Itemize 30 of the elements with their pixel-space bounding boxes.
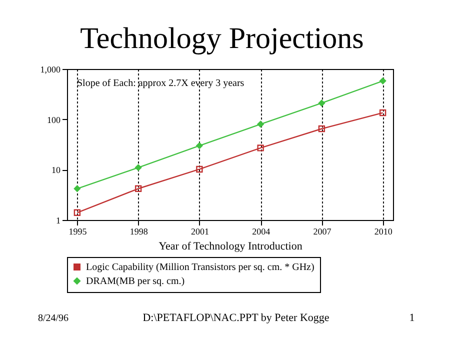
text: 1: [409, 312, 415, 324]
y-tick-label: 100: [47, 114, 61, 125]
legend-label: Logic Capability (Million Transistors per sq. cm. * GHz): [86, 262, 314, 273]
x-tick-label: 2004: [252, 226, 271, 236]
point: [74, 209, 81, 216]
point: [196, 166, 203, 173]
text: D:\PETAFLOP\NAC.PPT by Peter Kogge: [142, 312, 330, 324]
x-axis-title: Year of Technology Introduction: [158, 240, 303, 252]
annotation: Slope of Each: approx 2.7X every 3 years: [77, 78, 244, 89]
x-tick-label: 2007: [313, 226, 332, 236]
y-tick-label: 10: [52, 165, 61, 176]
point: [257, 144, 264, 152]
point: [134, 185, 142, 192]
point: [257, 120, 264, 128]
y-tick-label: 1,000: [40, 64, 61, 74]
point: [379, 109, 386, 116]
x-tick-label: 1995: [68, 226, 88, 236]
x-tick-label: 2010: [374, 226, 393, 236]
x-tick-label: 1998: [130, 226, 148, 236]
x-tick-label: 2001: [190, 226, 209, 236]
point: [318, 125, 326, 132]
y-tick-label: 1: [56, 216, 60, 226]
text: 8/24/96: [38, 313, 69, 324]
legend-label: DRAM(MB per sq. cm.): [86, 276, 185, 287]
point: [196, 142, 203, 149]
point: [134, 164, 142, 171]
chart-title: Technology Projections: [80, 22, 364, 55]
point: [318, 100, 326, 106]
point: [379, 78, 386, 84]
point: [74, 185, 81, 192]
